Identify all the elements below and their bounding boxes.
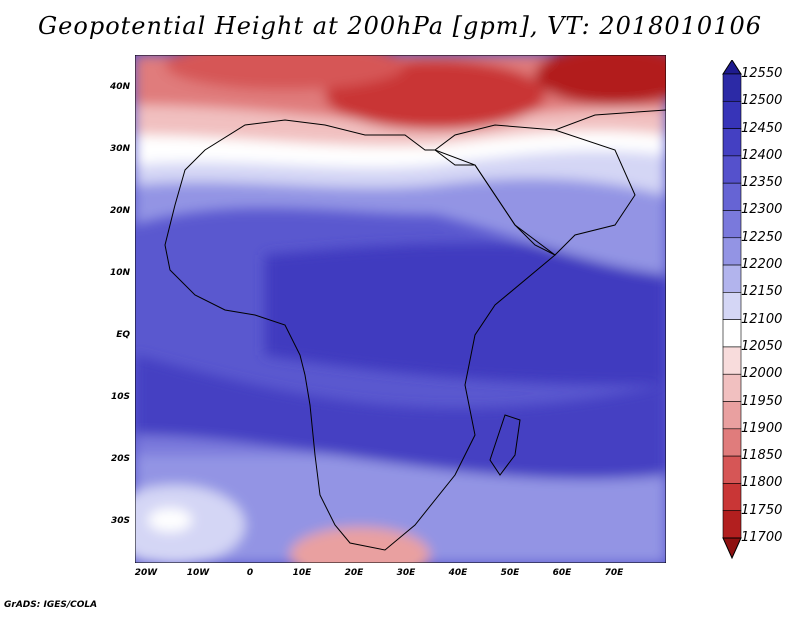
colorbar-level-label: 12250 — [741, 229, 783, 245]
lat-label-eq: EQ — [116, 330, 130, 340]
colorbar-level-label: 12450 — [741, 120, 783, 136]
colorbar-level-label: 12000 — [741, 366, 783, 382]
coastlines — [164, 109, 666, 551]
colorbar-swatch — [722, 428, 742, 457]
colorbar — [722, 60, 742, 560]
lat-label-20s: 20S — [110, 454, 130, 464]
credit-text: GrADS: IGES/COLA — [4, 600, 98, 610]
lat-label-10s: 10S — [110, 392, 130, 402]
lon-label-10e: 10E — [292, 568, 312, 578]
colorbar-level-label: 12550 — [741, 66, 783, 81]
colorbar-swatch — [722, 73, 742, 102]
lon-label-40e: 40E — [448, 568, 468, 578]
map-title: Geopotential Height at 200hPa [gpm], VT:… — [38, 12, 762, 40]
colorbar-swatch — [722, 237, 742, 266]
lat-label-30n: 30N — [109, 144, 130, 154]
colorbar-level-label: 12200 — [741, 257, 783, 273]
lon-label-60e: 60E — [552, 568, 572, 578]
colorbar-level-label: 11750 — [741, 502, 783, 518]
lon-label-20w: 20W — [134, 568, 158, 578]
colorbar-swatch — [722, 128, 742, 157]
colorbar-level-label: 12400 — [741, 147, 783, 163]
colorbar-swatch — [722, 210, 742, 239]
lat-label-30s: 30S — [110, 516, 130, 526]
map-panel — [135, 55, 666, 563]
colorbar-swatch — [722, 483, 742, 512]
colorbar-level-label: 11850 — [741, 448, 783, 464]
colorbar-level-label: 12150 — [741, 284, 783, 300]
colorbar-swatch — [722, 100, 742, 129]
colorbar-level-label: 12050 — [741, 338, 783, 354]
colorbar-swatch — [722, 455, 742, 484]
lon-label-70e: 70E — [604, 568, 624, 578]
lat-label-40n: 40N — [109, 82, 130, 92]
lat-label-10n: 10N — [109, 268, 130, 278]
colorbar-swatch — [722, 182, 742, 211]
colorbar-bottom-arrow — [722, 537, 742, 560]
colorbar-swatch — [722, 346, 742, 375]
colorbar-level-label: 11900 — [741, 420, 783, 436]
lat-label-20n: 20N — [109, 206, 130, 216]
colorbar-level-label: 11950 — [741, 393, 783, 409]
lon-label-0: 0 — [246, 568, 254, 578]
colorbar-swatch — [722, 155, 742, 184]
colorbar-top-arrow — [722, 60, 742, 75]
lon-label-30e: 30E — [396, 568, 416, 578]
lon-label-10w: 10W — [186, 568, 210, 578]
lon-label-20e: 20E — [344, 568, 364, 578]
map-svg — [135, 55, 666, 563]
colorbar-level-label: 12100 — [741, 311, 783, 327]
colorbar-swatch — [722, 319, 742, 348]
colorbar-level-label: 11700 — [741, 530, 783, 545]
colorbar-swatch — [722, 510, 742, 539]
lon-label-50e: 50E — [500, 568, 520, 578]
colorbar-level-label: 11800 — [741, 475, 783, 491]
colorbar-level-label: 12300 — [741, 202, 783, 218]
colorbar-swatch — [722, 292, 742, 320]
height-field — [135, 55, 666, 563]
colorbar-swatch — [722, 401, 742, 430]
colorbar-swatch — [722, 264, 742, 293]
colorbar-swatch — [722, 373, 742, 402]
colorbar-level-label: 12350 — [741, 175, 783, 191]
colorbar-level-label: 12500 — [741, 93, 783, 109]
